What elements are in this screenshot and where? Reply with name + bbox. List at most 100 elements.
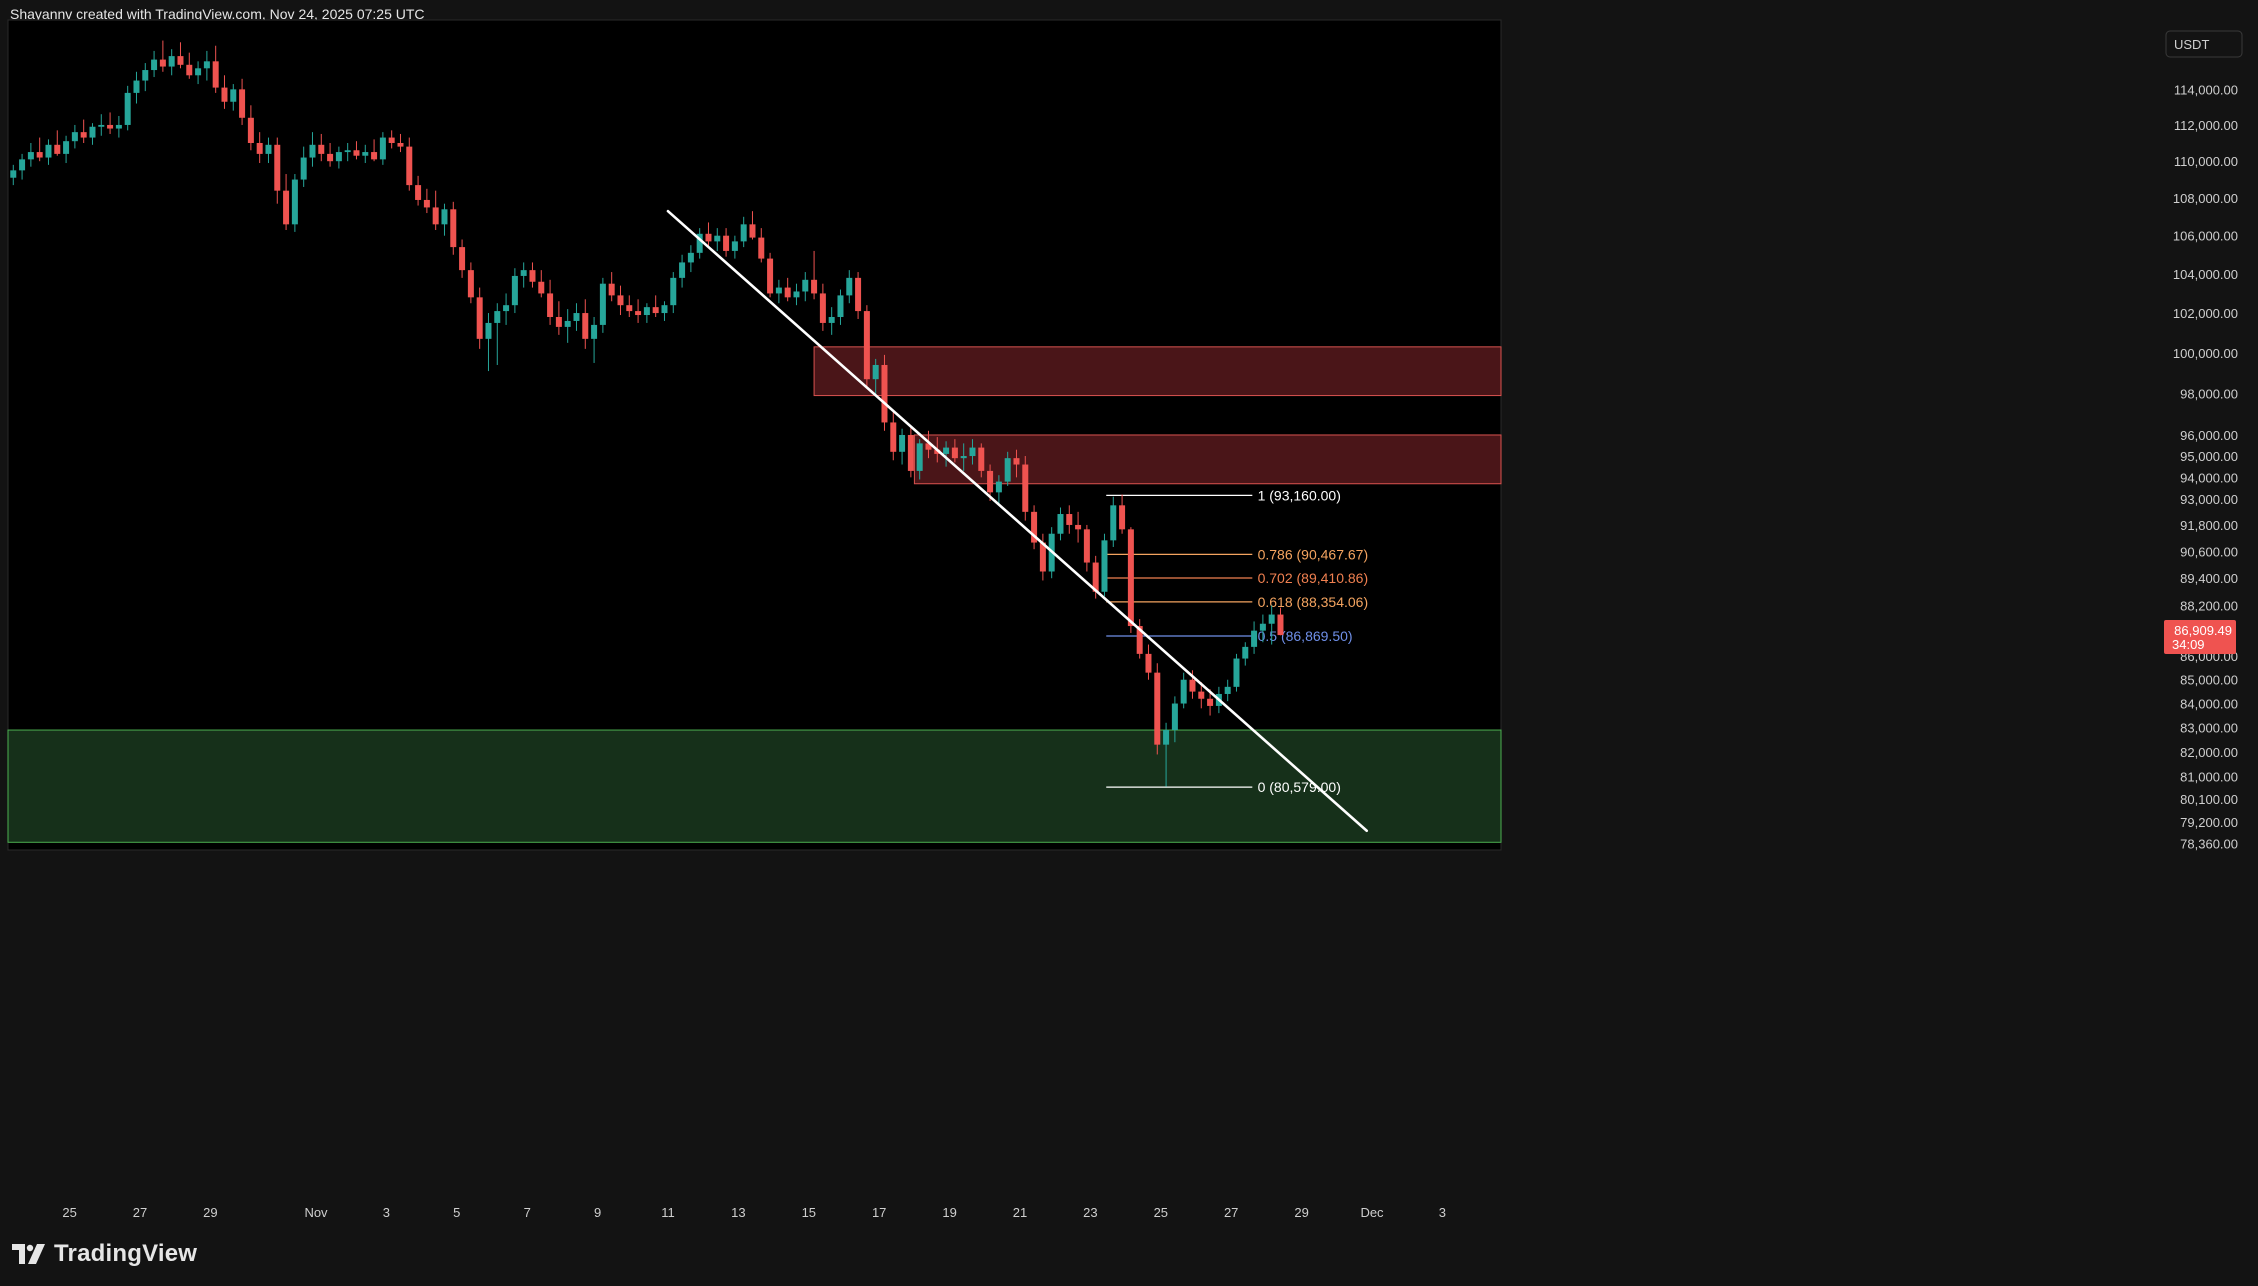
- candle-body: [1242, 646, 1249, 659]
- candle-body: [159, 59, 166, 67]
- candle-body: [63, 141, 70, 154]
- price-tick-label: 112,000.00: [2174, 118, 2238, 133]
- candle-body: [1110, 505, 1117, 541]
- candle-body: [142, 70, 149, 81]
- currency-badge-label: USDT: [2174, 37, 2209, 52]
- tradingview-logo-icon: [12, 1244, 45, 1264]
- candle-body: [705, 233, 712, 242]
- candle-body: [547, 293, 554, 317]
- candle-body: [274, 144, 281, 191]
- candle-body: [203, 61, 210, 69]
- candle-body: [1251, 630, 1258, 647]
- zones-layer: [7, 346, 1502, 843]
- candle-body: [379, 137, 386, 160]
- price-tick-label: 96,000.00: [2180, 428, 2238, 443]
- candle-body: [1119, 505, 1126, 530]
- candle-body: [1066, 514, 1073, 525]
- candle-body: [291, 179, 298, 225]
- candle-body: [1022, 464, 1029, 512]
- candle-body: [714, 235, 721, 242]
- candle-body: [1154, 672, 1161, 745]
- candle-body: [406, 146, 413, 186]
- currency-badge[interactable]: [2165, 30, 2243, 58]
- price-tick-label: 106,000.00: [2173, 229, 2238, 244]
- candle-body: [635, 311, 642, 316]
- candle-body: [863, 311, 870, 380]
- candle-body: [538, 281, 545, 294]
- candle-body: [124, 92, 131, 125]
- tradingview-logo-text: TradingView: [54, 1240, 198, 1267]
- candle-body: [467, 270, 474, 298]
- candle-body: [731, 241, 738, 251]
- currency-badge-group[interactable]: USDT: [2165, 30, 2243, 58]
- candle-body: [582, 313, 589, 339]
- candle-body: [450, 209, 457, 248]
- candle-body: [212, 61, 219, 88]
- candle-body: [775, 287, 782, 294]
- price-tick-label: 98,000.00: [2180, 387, 2238, 402]
- candle-body: [661, 305, 668, 314]
- candle-body: [1004, 458, 1011, 482]
- candle-body: [327, 153, 334, 162]
- candle-body: [1127, 529, 1134, 627]
- candle-body: [133, 80, 140, 93]
- candle-body: [995, 481, 1002, 493]
- candle-body: [335, 152, 342, 162]
- time-tick-label: 11: [661, 1205, 675, 1220]
- candle-body: [503, 305, 510, 312]
- candle-body: [679, 262, 686, 278]
- candle-body: [247, 117, 254, 143]
- fib-label-1: 1 (93,160.00): [1258, 487, 1341, 503]
- candle-body: [1092, 562, 1099, 592]
- candle-body: [1145, 653, 1152, 673]
- price-axis[interactable]: 114,000.00 112,000.00 110,000.00 108,000.00…: [2173, 82, 2238, 851]
- bar-countdown: 34:09: [2172, 637, 2205, 652]
- candle-body: [177, 56, 184, 65]
- candle-body: [687, 252, 694, 263]
- candle-body: [476, 297, 483, 339]
- candle-body: [591, 324, 598, 339]
- candle-body: [837, 295, 844, 317]
- candle-body: [943, 447, 950, 454]
- candle-body: [107, 124, 114, 129]
- time-tick-label: 27: [1224, 1205, 1238, 1220]
- candle-body: [115, 124, 122, 129]
- time-tick-label: 7: [524, 1205, 531, 1220]
- candle-body: [415, 185, 422, 200]
- candle-body: [1083, 529, 1090, 563]
- candle-body: [151, 59, 158, 71]
- candle-body: [846, 277, 853, 296]
- candle-body: [27, 152, 34, 160]
- candle-body: [494, 311, 501, 323]
- price-tick-label: 114,000.00: [2174, 82, 2238, 97]
- candle-body: [652, 307, 659, 314]
- candle-body: [397, 142, 404, 147]
- candle-body: [318, 144, 325, 154]
- candle-body: [195, 68, 202, 76]
- price-tick-label: 95,000.00: [2180, 449, 2238, 464]
- candle-body: [828, 316, 835, 323]
- time-tick-label: 3: [383, 1205, 390, 1220]
- time-axis[interactable]: 25 27 29 Nov 3 5 7 9 11 13 15 17 19 21 23 25 27 29 Dec 3: [62, 1205, 1446, 1220]
- candle-body: [441, 209, 448, 225]
- candle-body: [168, 56, 175, 67]
- chart-credit: Shayannv created with TradingView.com, N…: [10, 6, 425, 22]
- supply-zone-2: [913, 434, 1502, 485]
- candle-body: [855, 277, 862, 312]
- candle-body: [670, 277, 677, 306]
- candle-body: [626, 305, 633, 312]
- last-price-tag-bg: [2164, 620, 2236, 655]
- candle-body: [1277, 614, 1284, 636]
- time-tick-label: Dec: [1360, 1205, 1384, 1220]
- candle-body: [265, 144, 272, 154]
- time-tick-label: 25: [1154, 1205, 1168, 1220]
- candle-body: [890, 422, 897, 452]
- candle-body: [1180, 679, 1187, 704]
- candle-body: [1224, 686, 1231, 694]
- candle-body: [1013, 458, 1020, 465]
- tradingview-logo[interactable]: TradingView: [12, 1240, 197, 1268]
- candle-body: [1268, 614, 1275, 624]
- fib-label-0: 0 (80,579.00): [1258, 779, 1341, 795]
- candle-body: [54, 144, 61, 154]
